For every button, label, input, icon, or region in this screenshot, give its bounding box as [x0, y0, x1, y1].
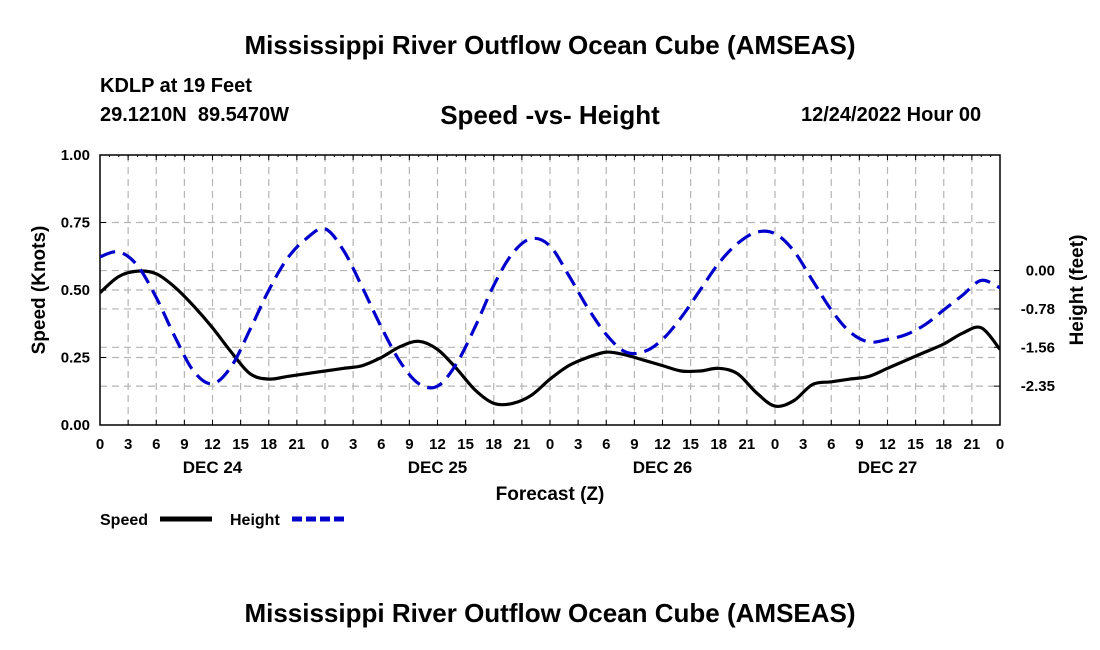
x-tick-label: 9 — [855, 436, 863, 453]
x-tick-label: 3 — [349, 436, 357, 453]
x-tick-label: 0 — [771, 436, 779, 453]
footer-title: Mississippi River Outflow Ocean Cube (AM… — [244, 598, 856, 628]
series-line-speed — [100, 269, 1000, 409]
x-tick-label: 0 — [996, 436, 1004, 453]
day-label: DEC 25 — [408, 458, 468, 477]
legend-label-speed: Speed — [100, 512, 148, 529]
x-tick-label: 15 — [232, 436, 249, 453]
day-label: DEC 27 — [858, 458, 918, 477]
coordinates-label: 29.1210N 89.5470W — [100, 104, 290, 126]
x-tick-label: 21 — [964, 436, 981, 453]
x-tick-label: 12 — [654, 436, 671, 453]
x-tick-label: 9 — [405, 436, 413, 453]
x-tick-label: 21 — [289, 436, 306, 453]
x-axis-label: Forecast (Z) — [496, 484, 605, 505]
x-tick-label: 18 — [710, 436, 727, 453]
x-tick-label: 3 — [124, 436, 132, 453]
y-tick-label: 0.50 — [61, 282, 90, 299]
y2-tick-label: -0.78 — [1021, 301, 1055, 318]
x-tick-label: 3 — [574, 436, 582, 453]
y2-tick-label: 0.00 — [1026, 263, 1055, 280]
x-tick-label: 18 — [935, 436, 952, 453]
x-tick-label: 0 — [96, 436, 104, 453]
x-tick-label: 12 — [429, 436, 446, 453]
x-tick-label: 6 — [377, 436, 385, 453]
station-label: KDLP at 19 Feet — [100, 75, 252, 97]
y2-axis-label: Height (feet) — [1067, 235, 1088, 346]
x-tick-label: 18 — [485, 436, 502, 453]
day-label: DEC 26 — [633, 458, 693, 477]
x-tick-label: 12 — [879, 436, 896, 453]
y-tick-label: 0.25 — [61, 350, 90, 367]
x-tick-label: 3 — [799, 436, 807, 453]
chart-title: Mississippi River Outflow Ocean Cube (AM… — [244, 30, 856, 60]
x-tick-label: 15 — [907, 436, 924, 453]
series-line-height — [100, 226, 1000, 390]
y2-tick-label: -1.56 — [1021, 339, 1055, 356]
day-label: DEC 24 — [183, 458, 243, 477]
x-tick-label: 18 — [260, 436, 277, 453]
x-tick-label: 6 — [152, 436, 160, 453]
y-axis-label: Speed (Knots) — [29, 226, 50, 355]
x-tick-label: 21 — [514, 436, 531, 453]
x-tick-label: 15 — [457, 436, 474, 453]
chart-subtitle: Speed -vs- Height — [440, 100, 660, 130]
x-tick-label: 0 — [321, 436, 329, 453]
x-tick-label: 0 — [546, 436, 554, 453]
x-tick-label: 6 — [827, 436, 835, 453]
forecast-datestamp: 12/24/2022 Hour 00 — [801, 104, 982, 126]
legend-label-height: Height — [230, 512, 280, 529]
x-tick-label: 9 — [630, 436, 638, 453]
y-tick-label: 0.75 — [61, 215, 90, 232]
x-tick-label: 12 — [204, 436, 221, 453]
y-tick-label: 1.00 — [61, 147, 90, 164]
x-tick-label: 15 — [682, 436, 699, 453]
y-tick-label: 0.00 — [61, 417, 90, 434]
x-tick-label: 6 — [602, 436, 610, 453]
y2-tick-label: -2.35 — [1021, 378, 1055, 395]
x-tick-label: 9 — [180, 436, 188, 453]
x-tick-label: 21 — [739, 436, 756, 453]
